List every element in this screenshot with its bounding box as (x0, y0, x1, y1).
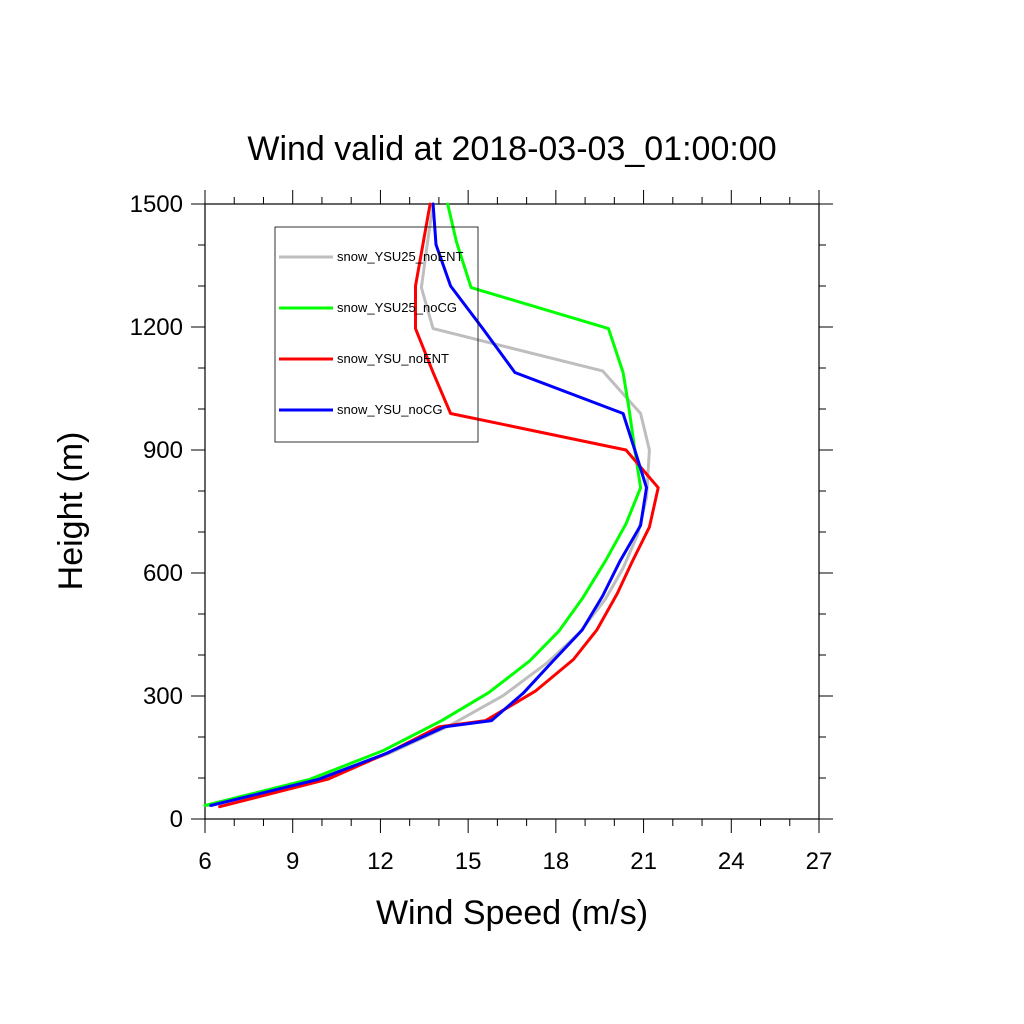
series-lines (203, 202, 660, 809)
y-tick-label: 300 (143, 683, 183, 710)
legend-entry-label: snow_YSU25_noCG (337, 300, 457, 315)
series-line-snow_YSU25_noCG (203, 202, 643, 807)
series-line-snow_YSU_noCG (209, 202, 648, 807)
axis-ticks: 6 9 12 15 18 21 24 27 0 300 600 900 1200 1500 (130, 190, 833, 875)
plot-frame-border (204, 203, 820, 820)
plot-frame (204, 203, 820, 820)
x-tick-label: 9 (286, 848, 299, 875)
y-tick-label: 900 (143, 437, 183, 464)
x-tick-label: 15 (455, 848, 482, 875)
legend-box (274, 226, 479, 443)
legend-entry-label: snow_YSU_noENT (337, 351, 449, 366)
y-tick-label: 600 (143, 560, 183, 587)
legend-entry-label: snow_YSU25_noENT (337, 249, 464, 264)
legend-entry-label: snow_YSU_noCG (337, 402, 443, 417)
legend: snow_YSU25_noENT snow_YSU25_noCG snow_YSU_… (274, 226, 479, 443)
y-tick-label: 1500 (130, 191, 183, 218)
x-tick-label: 18 (543, 848, 570, 875)
y-axis-label: Height (m) (52, 432, 90, 591)
x-axis-label: Wind Speed (m/s) (376, 894, 648, 932)
y-tick-label: 0 (170, 806, 183, 833)
y-tick-label: 1200 (130, 314, 183, 341)
series-line-snow_YSU_noENT (218, 202, 660, 809)
x-tick-label: 24 (718, 848, 745, 875)
x-tick-label: 27 (806, 848, 833, 875)
x-tick-label: 12 (367, 848, 394, 875)
x-tick-label: 21 (630, 848, 657, 875)
series-line-snow_YSU25_noENT (206, 202, 651, 807)
chart-title: Wind valid at 2018-03-03_01:00:00 (247, 130, 776, 168)
x-tick-label: 6 (198, 848, 211, 875)
